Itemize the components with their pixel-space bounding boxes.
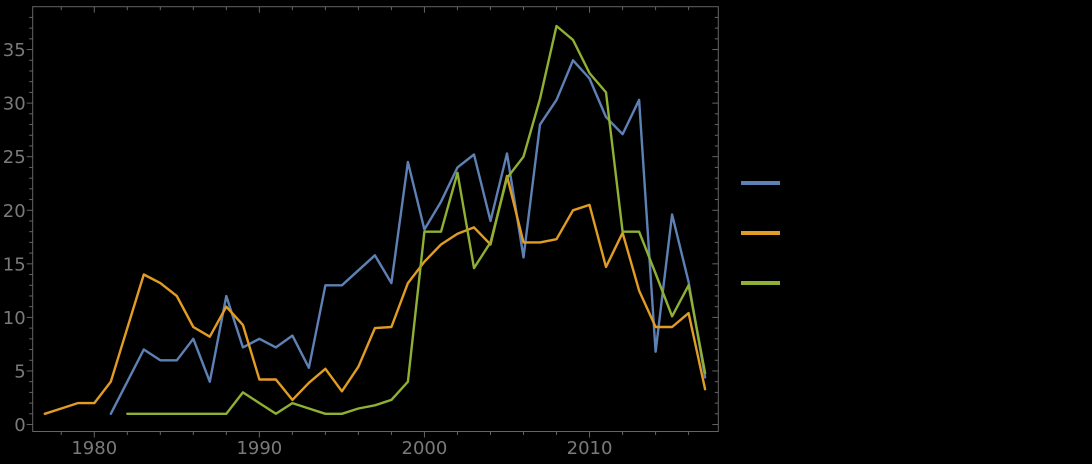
y-tick-label: 10 (3, 308, 26, 329)
y-tick-label: 30 (3, 94, 26, 115)
y-tick-label: 20 (3, 201, 26, 222)
plot-frame (32, 6, 719, 432)
series-line-series-1-blue (109, 59, 707, 415)
series-line-series-2-orange (43, 174, 707, 415)
y-tick-label: 0 (14, 415, 25, 436)
y-tick-label: 15 (3, 254, 26, 275)
y-tick-label: 25 (3, 147, 26, 168)
x-tick-label: 1990 (236, 438, 282, 459)
x-tick-label: 2010 (567, 438, 613, 459)
x-tick-label: 2000 (402, 438, 448, 459)
series-line-series-3-green (126, 24, 707, 415)
y-tick-label: 35 (3, 40, 26, 61)
y-tick-label: 5 (14, 361, 25, 382)
x-tick-label: 1980 (71, 438, 117, 459)
